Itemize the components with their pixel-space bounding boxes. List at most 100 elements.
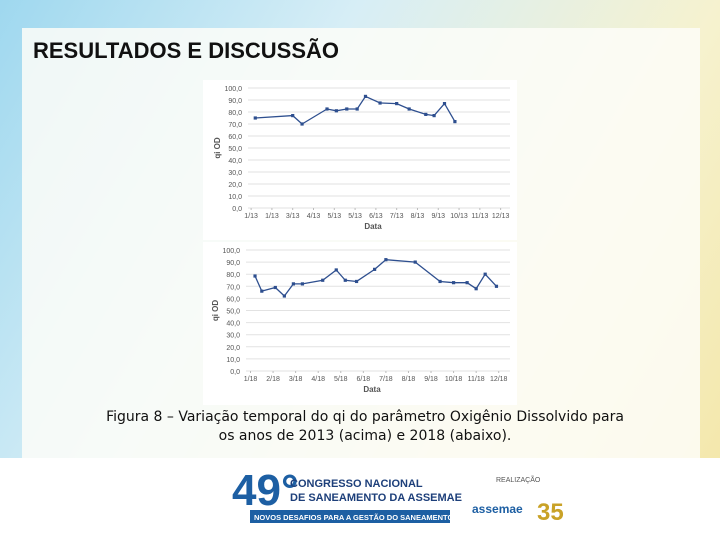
data-point	[384, 258, 388, 262]
y-tick-label: 70,0	[226, 284, 240, 291]
y-tick-label: 20,0	[226, 345, 240, 352]
x-tick-label: 8/18	[402, 376, 416, 383]
y-tick-label: 40,0	[228, 158, 242, 165]
x-tick-label: 10/13	[450, 213, 468, 220]
y-axis-label: qi OD	[211, 300, 220, 322]
footer-band	[0, 458, 720, 540]
x-axis-label: Data	[363, 385, 381, 394]
slide-title: RESULTADOS E DISCUSSÃO	[33, 38, 339, 63]
data-point	[325, 107, 329, 111]
y-tick-label: 30,0	[228, 170, 242, 177]
x-tick-label: 4/13	[307, 213, 321, 220]
motto: NOVOS DESAFIOS PARA A GESTÃO DO SANEAMEN…	[254, 513, 453, 522]
data-point	[345, 107, 349, 111]
data-point	[451, 281, 456, 285]
x-tick-label: 9/18	[424, 376, 438, 383]
y-tick-label: 30,0	[226, 333, 240, 340]
y-tick-label: 90,0	[228, 98, 242, 105]
x-tick-label: 1/13	[244, 213, 258, 220]
realization: REALIZAÇÃO	[496, 475, 541, 484]
data-point	[334, 109, 338, 113]
x-tick-label: 5/13	[327, 213, 341, 220]
x-tick-label: 6/18	[357, 376, 371, 383]
data-point	[363, 94, 368, 98]
data-point	[395, 102, 399, 106]
x-tick-label: 11/18	[468, 376, 485, 383]
x-tick-label: 2/18	[266, 376, 280, 383]
data-point	[253, 274, 257, 278]
data-point	[453, 120, 457, 124]
data-point	[378, 101, 382, 105]
y-tick-label: 0,0	[232, 206, 242, 213]
caption: Figura 8 – Variação temporal do qi do pa…	[106, 409, 624, 444]
y-tick-label: 90,0	[226, 260, 240, 267]
y-tick-label: 20,0	[228, 182, 242, 189]
data-point	[373, 267, 377, 271]
y-tick-label: 0,0	[230, 369, 240, 376]
motto-band	[250, 510, 450, 523]
org: assemae	[472, 502, 523, 516]
y-tick-label: 80,0	[228, 110, 242, 117]
data-point	[291, 114, 295, 118]
x-tick-label: 6/13	[369, 213, 383, 220]
congress: DE SANEAMENTO DA ASSEMAE	[290, 492, 462, 504]
x-tick-label: 5/13	[348, 213, 362, 220]
y-tick-label: 100,0	[222, 248, 240, 255]
x-tick-label: 12/13	[492, 213, 510, 220]
y-tick-label: 100,0	[224, 86, 242, 93]
data-point	[494, 284, 499, 288]
x-tick-label: 7/18	[379, 376, 393, 383]
data-point	[253, 116, 257, 120]
data-point	[424, 112, 428, 116]
y-tick-label: 70,0	[228, 122, 242, 129]
x-tick-label: 7/13	[390, 213, 404, 220]
data-point	[354, 279, 359, 284]
x-tick-label: 1/18	[244, 376, 258, 383]
data-point	[355, 107, 359, 111]
x-tick-label: 5/18	[334, 376, 348, 383]
data-point	[438, 279, 442, 284]
y-tick-label: 40,0	[226, 321, 240, 328]
x-tick-label: 12/18	[490, 376, 508, 383]
x-tick-label: 11/13	[471, 213, 488, 220]
y-tick-label: 60,0	[228, 134, 242, 141]
data-point	[291, 282, 295, 286]
data-point	[282, 294, 286, 298]
data-point	[321, 278, 325, 282]
data-point	[260, 289, 264, 293]
x-tick-label: 9/13	[431, 213, 445, 220]
data-point	[474, 287, 478, 291]
data-point	[465, 281, 469, 285]
data-point	[343, 278, 347, 282]
anniversary: 35	[537, 499, 564, 526]
chart-area	[203, 242, 517, 405]
y-tick-label: 80,0	[226, 272, 240, 279]
data-point	[300, 122, 304, 126]
data-point	[442, 102, 447, 106]
x-axis-label: Data	[364, 222, 382, 231]
x-tick-label: 4/18	[311, 376, 325, 383]
data-point	[300, 282, 305, 286]
x-tick-label: 10/18	[445, 376, 463, 383]
y-tick-label: 50,0	[226, 309, 240, 316]
congress: CONGRESSO NACIONAL	[290, 478, 423, 490]
y-tick-label: 50,0	[228, 146, 242, 153]
y-tick-label: 10,0	[228, 194, 242, 201]
x-tick-label: 8/13	[411, 213, 425, 220]
data-point	[483, 272, 487, 276]
x-tick-label: 3/18	[289, 376, 303, 383]
data-point	[273, 285, 277, 290]
data-point	[407, 107, 411, 111]
x-tick-label: 3/13	[286, 213, 300, 220]
y-tick-label: 60,0	[226, 296, 240, 303]
x-tick-label: 1/13	[265, 213, 279, 220]
data-point	[334, 268, 338, 272]
edition: 49°	[232, 466, 299, 515]
data-point	[432, 114, 436, 118]
y-axis-label: qi OD	[213, 137, 222, 159]
data-point	[413, 260, 417, 264]
y-tick-label: 10,0	[226, 357, 240, 364]
caption-box: Figura 8 – Variação temporal do qi do pa…	[106, 409, 624, 444]
